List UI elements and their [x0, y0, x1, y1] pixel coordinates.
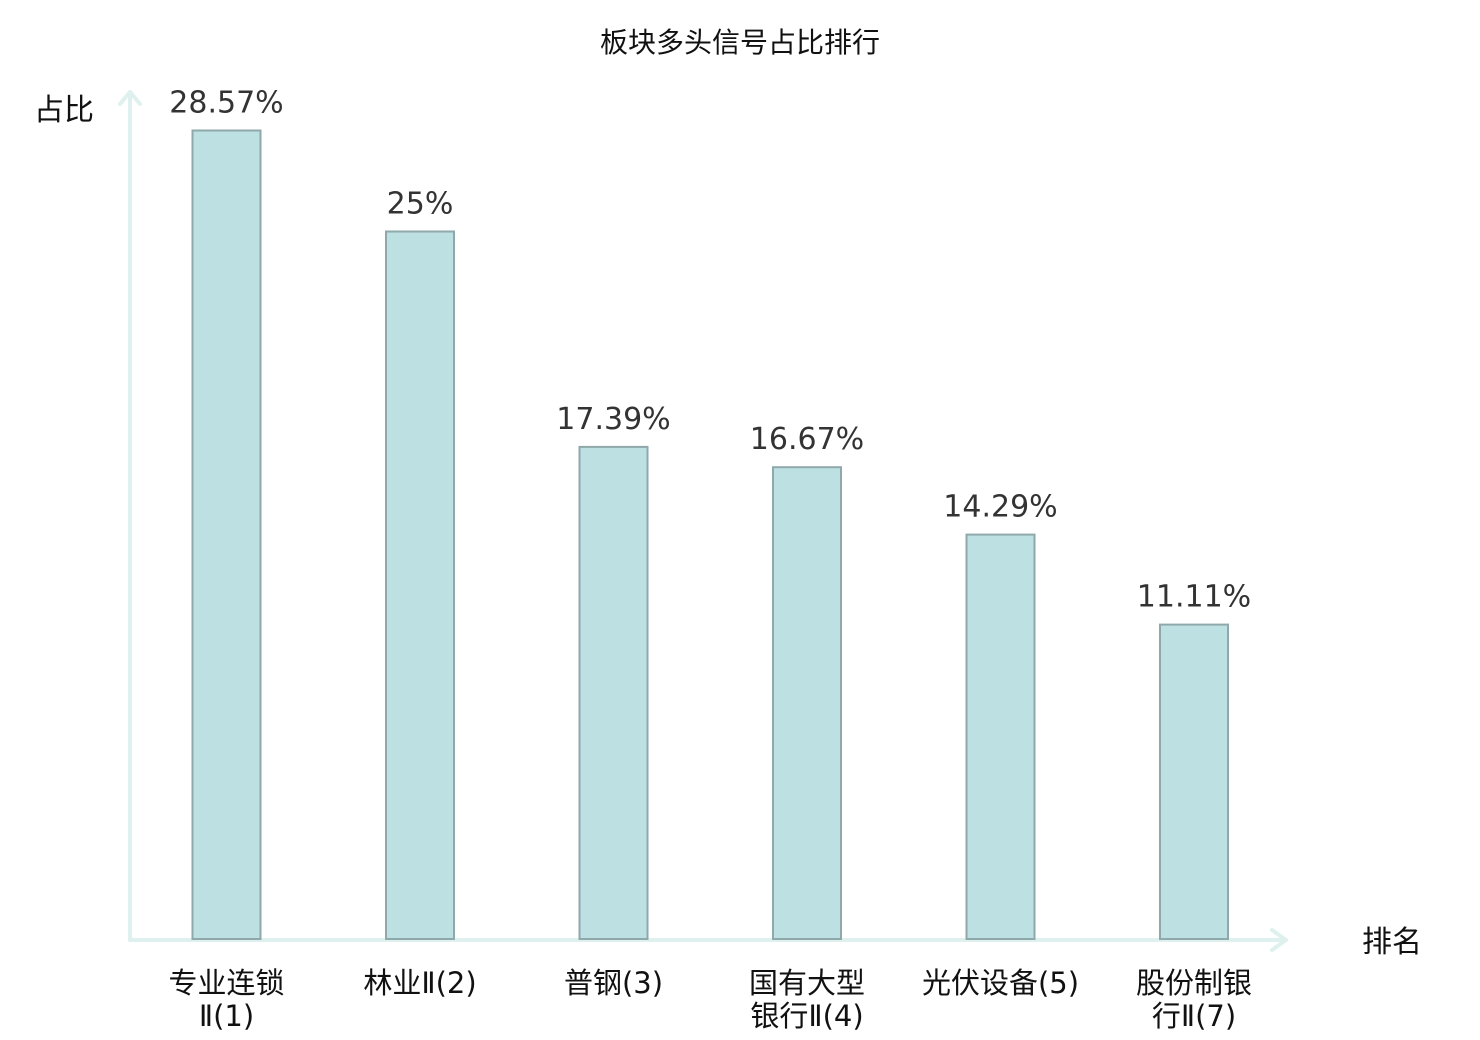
category-label-line: 普钢(3) — [564, 966, 663, 1000]
bar — [965, 533, 1036, 940]
category-label-line: 行Ⅱ(7) — [1152, 999, 1236, 1033]
category-label-line: 股份制银 — [1136, 966, 1252, 1000]
x-axis-label: 排名 — [1362, 925, 1422, 960]
category-label-line: 专业连锁 — [168, 966, 284, 1000]
bars — [191, 129, 1229, 940]
value-label: 14.29% — [943, 490, 1057, 525]
value-label: 17.39% — [556, 402, 670, 437]
bar — [191, 129, 262, 940]
bar — [578, 445, 649, 940]
category-label-line: 林业Ⅱ(2) — [363, 966, 476, 1000]
category-label: 股份制银行Ⅱ(7) — [1136, 966, 1252, 1033]
value-label: 25% — [387, 187, 454, 222]
y-axis-label: 占比 — [34, 93, 94, 128]
bar — [772, 466, 842, 940]
category-labels: 专业连锁 Ⅱ(1) 林业Ⅱ(2) 普钢(3) 国有大型银行Ⅱ(4) 光伏设备(5) 股份制银… — [168, 966, 1252, 1033]
category-label: 专业连锁 Ⅱ(1) — [168, 966, 284, 1033]
value-label: 28.57% — [169, 86, 283, 121]
category-label: 林业Ⅱ(2) — [363, 966, 476, 1000]
y-axis-arrow-icon — [118, 90, 142, 106]
category-label-line: 国有大型 — [749, 966, 865, 1000]
category-label: 光伏设备(5) — [922, 966, 1079, 1000]
category-label-line: 光伏设备(5) — [922, 966, 1079, 1000]
axes — [118, 90, 1288, 952]
value-labels: 28.57% 25% 17.39% 16.67% 14.29% 11.11% — [169, 86, 1251, 615]
category-label: 普钢(3) — [564, 966, 663, 1000]
category-label: 国有大型银行Ⅱ(4) — [749, 966, 865, 1033]
chart-title: 板块多头信号占比排行 — [600, 26, 880, 59]
value-label: 11.11% — [1137, 580, 1251, 615]
x-axis-arrow-icon — [1270, 928, 1288, 952]
value-label: 16.67% — [750, 422, 864, 457]
category-label-line: Ⅱ(1) — [199, 999, 254, 1033]
bar — [385, 230, 455, 940]
category-label-line: 银行Ⅱ(4) — [750, 999, 863, 1033]
bar — [1159, 623, 1229, 940]
